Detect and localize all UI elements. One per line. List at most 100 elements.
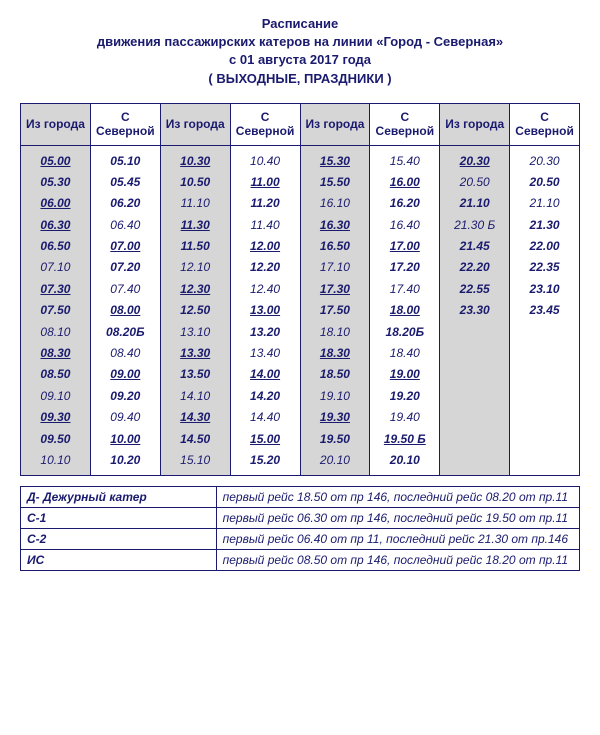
time-entry: 16.20	[372, 196, 437, 210]
time-entry: 05.30	[23, 175, 88, 189]
time-entry: 19.20	[372, 389, 437, 403]
time-entry: 07.50	[23, 303, 88, 317]
schedule-column: 10.3010.5011.1011.3011.5012.1012.3012.50…	[160, 145, 230, 476]
time-entry: 11.00	[233, 175, 298, 189]
time-entry: 20.10	[303, 453, 368, 467]
legend-value: первый рейс 06.40 от пр 11, последний ре…	[216, 529, 579, 550]
time-entry: 17.20	[372, 260, 437, 274]
time-entry: 11.10	[163, 196, 228, 210]
legend-key: Д- Дежурный катер	[21, 487, 217, 508]
time-entry: 21.45	[442, 239, 507, 253]
time-entry: 16.10	[303, 196, 368, 210]
time-entry: 17.10	[303, 260, 368, 274]
time-entry: 13.20	[233, 325, 298, 339]
col-header-from-city: Из города	[160, 103, 230, 145]
schedule-table: Из городаС СевернойИз городаС СевернойИз…	[20, 103, 580, 477]
time-entry: 06.40	[93, 218, 158, 232]
time-entry: 10.40	[233, 154, 298, 168]
schedule-column: 15.40 16.00 16.20 16.40 17.00 17.20 17.40 18.00…	[370, 145, 440, 476]
legend-row: ИСпервый рейс 08.50 от пр 146, последний…	[21, 550, 580, 571]
col-header-from-north: С Северной	[510, 103, 580, 145]
schedule-column: 05.0005.3006.0006.3006.5007.1007.3007.50…	[21, 145, 91, 476]
time-entry: 18.30	[303, 346, 368, 360]
time-entry: 16.50	[303, 239, 368, 253]
time-entry: 07.10	[23, 260, 88, 274]
time-entry: 13.50	[163, 367, 228, 381]
time-entry: 11.30	[163, 218, 228, 232]
time-entry: 15.40	[372, 154, 437, 168]
time-entry: 10.50	[163, 175, 228, 189]
time-entry: 12.10	[163, 260, 228, 274]
time-entry: 08.40	[93, 346, 158, 360]
time-entry: 11.20	[233, 196, 298, 210]
time-entry: 09.20	[93, 389, 158, 403]
time-entry: 15.30	[303, 154, 368, 168]
schedule-column: 20.3020.5021.1021.30 Б21.4522.2022.5523.…	[440, 145, 510, 476]
time-entry: 09.00	[93, 367, 158, 381]
header-line4: ( ВЫХОДНЫЕ, ПРАЗДНИКИ )	[20, 70, 580, 88]
time-entry: 12.00	[233, 239, 298, 253]
legend-key: С-1	[21, 508, 217, 529]
time-entry: 05.10	[93, 154, 158, 168]
time-entry: 21.30 Б	[442, 218, 507, 232]
header-line3: с 01 августа 2017 года	[20, 51, 580, 69]
time-entry: 20.50	[442, 175, 507, 189]
col-header-from-north: С Северной	[230, 103, 300, 145]
time-entry: 11.50	[163, 239, 228, 253]
time-entry: 17.00	[372, 239, 437, 253]
time-entry: 18.20Б	[372, 325, 437, 339]
time-entry: 19.30	[303, 410, 368, 424]
time-entry: 13.40	[233, 346, 298, 360]
time-entry: 12.40	[233, 282, 298, 296]
time-entry: 13.00	[233, 303, 298, 317]
time-entry: 16.30	[303, 218, 368, 232]
time-entry: 14.00	[233, 367, 298, 381]
time-entry: 11.40	[233, 218, 298, 232]
time-entry: 12.30	[163, 282, 228, 296]
time-entry: 22.00	[512, 239, 577, 253]
col-header-from-city: Из города	[440, 103, 510, 145]
col-header-from-north: С Северной	[90, 103, 160, 145]
time-entry: 15.10	[163, 453, 228, 467]
time-entry: 22.20	[442, 260, 507, 274]
time-entry: 14.50	[163, 432, 228, 446]
time-entry: 16.00	[372, 175, 437, 189]
time-entry: 19.40	[372, 410, 437, 424]
legend-row: Д- Дежурный катерпервый рейс 18.50 от пр…	[21, 487, 580, 508]
time-entry: 05.45	[93, 175, 158, 189]
time-entry: 10.00	[93, 432, 158, 446]
time-entry: 13.30	[163, 346, 228, 360]
time-entry: 18.50	[303, 367, 368, 381]
time-entry: 07.30	[23, 282, 88, 296]
time-entry: 19.00	[372, 367, 437, 381]
legend-table: Д- Дежурный катерпервый рейс 18.50 от пр…	[20, 486, 580, 571]
page-header: Расписание движения пассажирских катеров…	[20, 15, 580, 88]
time-entry: 17.50	[303, 303, 368, 317]
legend-key: ИС	[21, 550, 217, 571]
time-entry: 20.10	[372, 453, 437, 467]
legend-value: первый рейс 06.30 от пр 146, последний р…	[216, 508, 579, 529]
time-entry: 14.10	[163, 389, 228, 403]
time-entry: 16.40	[372, 218, 437, 232]
time-entry: 20.50	[512, 175, 577, 189]
time-entry: 07.40	[93, 282, 158, 296]
time-entry: 23.45	[512, 303, 577, 317]
time-entry: 09.40	[93, 410, 158, 424]
time-entry: 23.10	[512, 282, 577, 296]
time-entry: 13.10	[163, 325, 228, 339]
time-entry: 20.30	[512, 154, 577, 168]
time-entry: 18.00	[372, 303, 437, 317]
time-entry: 15.00	[233, 432, 298, 446]
time-entry: 08.20Б	[93, 325, 158, 339]
time-entry: 10.10	[23, 453, 88, 467]
time-entry: 07.20	[93, 260, 158, 274]
time-entry: 21.30	[512, 218, 577, 232]
time-entry: 18.40	[372, 346, 437, 360]
schedule-column: 15.3015.5016.1016.3016.5017.1017.3017.50…	[300, 145, 370, 476]
time-entry: 15.20	[233, 453, 298, 467]
time-entry: 08.50	[23, 367, 88, 381]
time-entry: 17.40	[372, 282, 437, 296]
time-entry: 09.30	[23, 410, 88, 424]
time-entry: 14.40	[233, 410, 298, 424]
legend-row: С-2первый рейс 06.40 от пр 11, последний…	[21, 529, 580, 550]
